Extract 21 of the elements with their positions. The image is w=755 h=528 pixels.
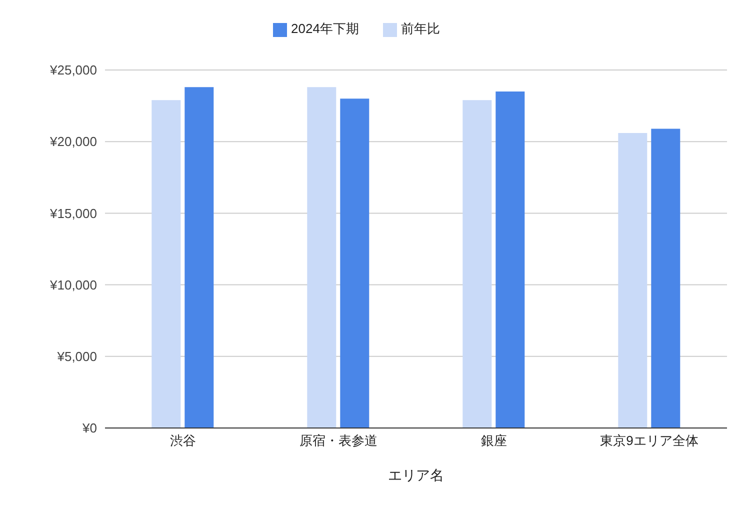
bar bbox=[651, 128, 680, 428]
legend-label: 2024年下期 bbox=[291, 21, 359, 36]
y-tick-label: ¥10,000 bbox=[49, 277, 97, 292]
x-tick-label: 渋谷 bbox=[170, 433, 196, 448]
bar bbox=[618, 133, 648, 428]
legend-label: 前年比 bbox=[400, 21, 440, 36]
bar bbox=[184, 87, 214, 428]
bar bbox=[340, 98, 370, 428]
x-tick-label: 原宿・表参道 bbox=[299, 433, 378, 448]
x-axis-title: エリア名 bbox=[388, 467, 444, 483]
x-tick-label: 東京9エリア全体 bbox=[600, 433, 698, 448]
x-tick-label: 銀座 bbox=[480, 433, 507, 448]
bar bbox=[152, 100, 181, 428]
y-tick-label: ¥0 bbox=[82, 420, 97, 436]
bar bbox=[307, 87, 336, 428]
y-tick-label: ¥5,000 bbox=[56, 349, 97, 364]
y-tick-label: ¥20,000 bbox=[49, 134, 97, 150]
y-tick-label: ¥25,000 bbox=[49, 62, 97, 78]
bar bbox=[496, 91, 525, 428]
y-tick-label: ¥15,000 bbox=[49, 206, 97, 221]
bar bbox=[462, 100, 492, 428]
